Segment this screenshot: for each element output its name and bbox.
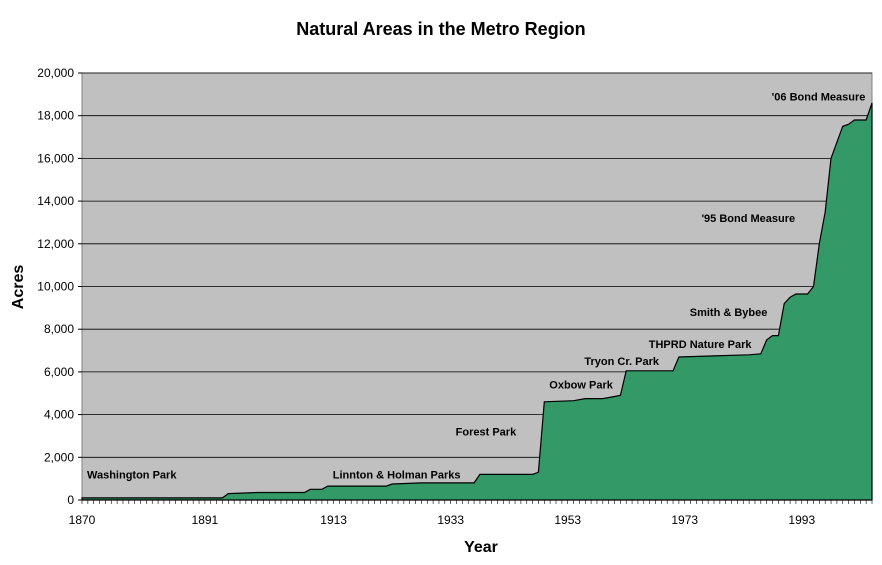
- y-tick-label: 0: [67, 493, 74, 507]
- y-tick-label: 8,000: [44, 322, 74, 336]
- x-tick-label: 1953: [554, 513, 581, 527]
- annotation-label: Oxbow Park: [549, 380, 613, 392]
- x-tick-label: 1933: [437, 513, 464, 527]
- y-tick-label: 12,000: [37, 237, 74, 251]
- annotation-label: Linnton & Holman Parks: [333, 469, 461, 481]
- x-axis-label: Year: [464, 539, 498, 556]
- x-tick-label: 1973: [671, 513, 698, 527]
- y-tick-label: 16,000: [37, 151, 74, 165]
- annotation-label: '06 Bond Measure: [772, 91, 866, 103]
- annotation-label: Smith & Bybee: [690, 307, 768, 319]
- y-tick-label: 6,000: [44, 365, 74, 379]
- x-tick-label: 1870: [69, 513, 96, 527]
- y-tick-label: 20,000: [37, 66, 74, 80]
- annotation-label: Tryon Cr. Park: [584, 356, 659, 368]
- x-axis-ticks: 1870 1891 1913 1933 1953 1973 1993: [69, 499, 873, 527]
- chart-title: Natural Areas in the Metro Region: [296, 19, 585, 39]
- annotation-label: Washington Park: [87, 469, 177, 481]
- annotation-label: '95 Bond Measure: [701, 213, 795, 225]
- y-tick-label: 14,000: [37, 194, 74, 208]
- y-axis-ticks: 0 2,000 4,000 6,000 8,000 10,000 12,000 14,000 1…: [37, 66, 82, 507]
- x-tick-label: 1891: [192, 513, 219, 527]
- area-series-acres: [81, 102, 873, 501]
- y-axis-label: Acres: [10, 265, 27, 310]
- x-tick-label: 1913: [320, 513, 347, 527]
- y-tick-label: 10,000: [37, 280, 74, 294]
- y-tick-label: 2,000: [44, 450, 74, 464]
- annotation-label: THPRD Nature Park: [649, 339, 753, 351]
- x-tick-label: 1993: [788, 513, 815, 527]
- annotation-label: Forest Park: [456, 427, 517, 439]
- annotations: Washington Park Linnton & Holman Parks For…: [87, 91, 865, 481]
- y-tick-label: 18,000: [37, 109, 74, 123]
- y-tick-label: 4,000: [44, 408, 74, 422]
